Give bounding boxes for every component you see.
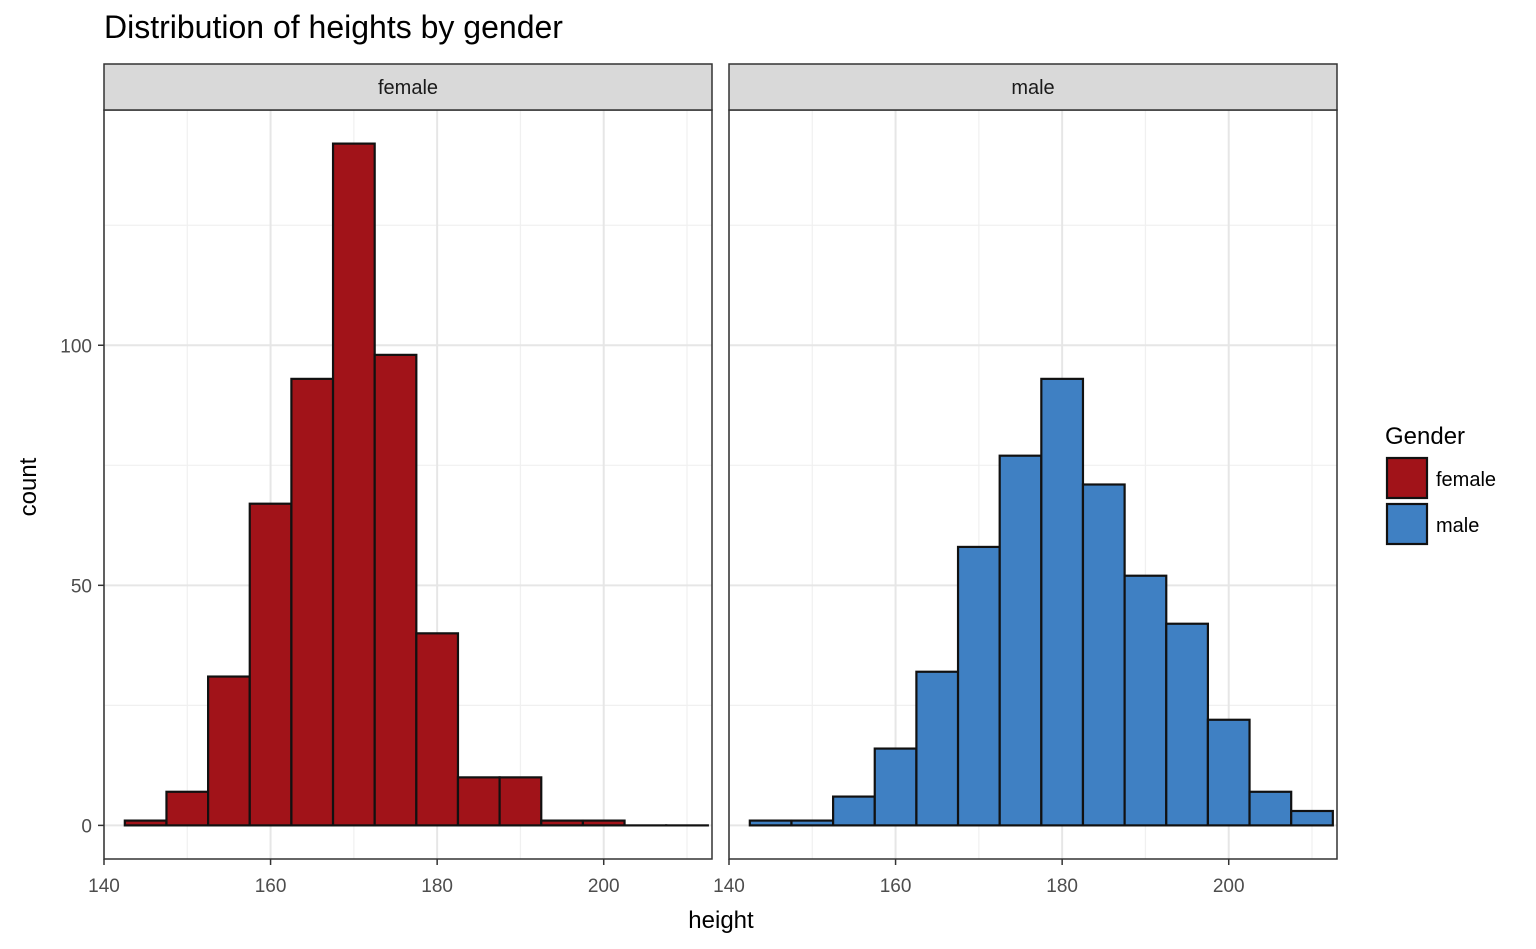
bar-female-1 (165, 790, 210, 827)
bar-male-11 (1206, 718, 1251, 827)
bar-male-10 (1165, 622, 1210, 827)
bar-female-10 (540, 819, 585, 827)
x-tick-label: 140 (88, 876, 120, 897)
chart-title: Distribution of heights by gender (104, 9, 563, 45)
bar-female-3 (248, 502, 293, 827)
facet-strip-label: female (378, 77, 438, 99)
bar-female-9 (498, 776, 543, 827)
y-tick-label: 50 (71, 576, 92, 597)
x-tick-label: 180 (1046, 876, 1078, 897)
facet-panel-female: female (103, 63, 713, 860)
bar-female-0 (123, 819, 168, 827)
x-tick-label: 140 (713, 876, 745, 897)
legend-label-female: female (1436, 469, 1496, 491)
facet-strip (103, 63, 713, 111)
legend: Gender female male (1385, 423, 1496, 546)
bar-female-7 (415, 632, 460, 827)
bar-male-9 (1123, 574, 1168, 827)
x-tick-label: 200 (588, 876, 620, 897)
bar-male-0 (748, 819, 793, 827)
bar-male-12 (1248, 790, 1293, 827)
bar-male-8 (1081, 483, 1126, 827)
bar-female-8 (456, 776, 501, 827)
bar-male-2 (832, 795, 876, 827)
bar-female-11 (581, 819, 626, 827)
bar-male-6 (998, 454, 1043, 827)
bar-male-5 (956, 545, 1001, 827)
facet-panel-male: male (728, 63, 1338, 860)
x-axis-female: 140 160 180 200 (88, 859, 620, 897)
y-axis-title: count (15, 457, 42, 516)
bar-male-13 (1290, 809, 1334, 827)
bar-female-6 (373, 353, 418, 827)
facet-strip (728, 63, 1338, 111)
bar-male-3 (873, 747, 918, 827)
x-tick-label: 180 (421, 876, 453, 897)
x-axis-male: 140 160 180 200 (713, 859, 1245, 897)
x-tick-label: 160 (255, 876, 287, 897)
y-tick-label: 0 (81, 816, 92, 837)
x-axis-title: height (688, 907, 754, 934)
y-axis: 0 50 100 (60, 336, 104, 837)
bar-female-5 (331, 142, 376, 827)
bar-female-2 (207, 675, 251, 827)
facet-strip-label: male (1011, 77, 1054, 99)
bar-male-4 (915, 670, 960, 827)
bar-male-1 (790, 819, 835, 827)
legend-label-male: male (1436, 515, 1479, 537)
legend-key-female (1385, 456, 1429, 500)
legend-key-male (1385, 502, 1429, 546)
legend-title: Gender (1385, 423, 1465, 450)
bar-male-7 (1040, 377, 1085, 827)
bar-female-4 (290, 377, 335, 827)
x-tick-label: 200 (1213, 876, 1245, 897)
y-tick-label: 100 (60, 336, 92, 357)
x-tick-label: 160 (880, 876, 912, 897)
